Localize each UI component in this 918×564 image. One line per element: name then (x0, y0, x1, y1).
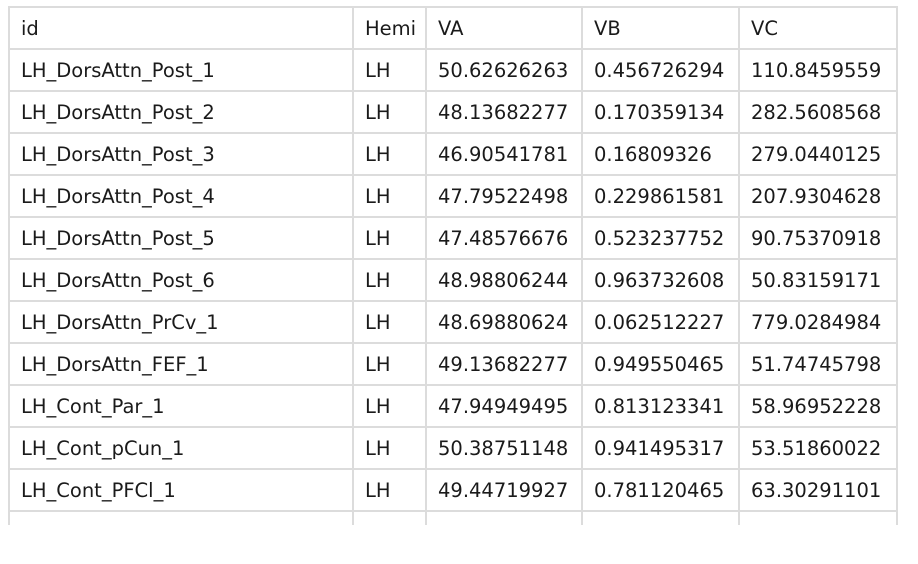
table-cell (581, 510, 740, 525)
table-row: LH_DorsAttn_Post_1 LH 50.62626263 0.4567262… (8, 48, 898, 92)
cell-hemi[interactable]: LH (352, 468, 427, 512)
table-row: LH_DorsAttn_Post_5 LH 47.48576676 0.5232377… (8, 216, 898, 260)
cell-vc[interactable]: 282.5608568 (738, 90, 898, 134)
table-body: LH_DorsAttn_Post_1 LH 50.62626263 0.4567262… (8, 48, 898, 525)
cell-id[interactable]: LH_DorsAttn_Post_3 (8, 132, 354, 176)
cell-va[interactable]: 48.13682277 (425, 90, 583, 134)
cell-vb[interactable]: 0.523237752 (581, 216, 740, 260)
column-header-hemi[interactable]: Hemi (352, 6, 427, 50)
cell-vc[interactable]: 110.8459559 (738, 48, 898, 92)
table-header-row: id Hemi VA VB VC (8, 6, 898, 50)
cell-hemi[interactable]: LH (352, 174, 427, 218)
cell-vc[interactable]: 63.30291101 (738, 468, 898, 512)
table-row: LH_DorsAttn_Post_2 LH 48.13682277 0.1703591… (8, 90, 898, 134)
cell-id[interactable]: LH_DorsAttn_Post_1 (8, 48, 354, 92)
cell-vb[interactable]: 0.781120465 (581, 468, 740, 512)
column-header-vc[interactable]: VC (738, 6, 898, 50)
cell-hemi[interactable]: LH (352, 258, 427, 302)
cell-id[interactable]: LH_DorsAttn_Post_4 (8, 174, 354, 218)
cell-vc[interactable]: 207.9304628 (738, 174, 898, 218)
cell-vb[interactable]: 0.16809326 (581, 132, 740, 176)
table-cell (352, 510, 427, 525)
cell-va[interactable]: 50.62626263 (425, 48, 583, 92)
cell-va[interactable]: 47.48576676 (425, 216, 583, 260)
cell-id[interactable]: LH_Cont_pCun_1 (8, 426, 354, 470)
cell-va[interactable]: 48.98806244 (425, 258, 583, 302)
table-cell (8, 510, 354, 525)
table-row: LH_DorsAttn_Post_3 LH 46.90541781 0.1680932… (8, 132, 898, 176)
cell-id[interactable]: LH_DorsAttn_PrCv_1 (8, 300, 354, 344)
cell-vc[interactable]: 51.74745798 (738, 342, 898, 386)
table-row: LH_DorsAttn_PrCv_1 LH 48.69880624 0.0625122… (8, 300, 898, 344)
cell-vb[interactable]: 0.456726294 (581, 48, 740, 92)
cell-va[interactable]: 49.13682277 (425, 342, 583, 386)
data-table-container: id Hemi VA VB VC LH_DorsAttn_Post_1 LH 50.… (8, 6, 898, 525)
cell-vc[interactable]: 50.83159171 (738, 258, 898, 302)
column-header-vb[interactable]: VB (581, 6, 740, 50)
table-row: LH_Cont_Par_1 LH 47.94949495 0.813123341 58.… (8, 384, 898, 428)
cell-vb[interactable]: 0.949550465 (581, 342, 740, 386)
cell-vb[interactable]: 0.170359134 (581, 90, 740, 134)
cell-id[interactable]: LH_DorsAttn_Post_5 (8, 216, 354, 260)
cell-vc[interactable]: 58.96952228 (738, 384, 898, 428)
cell-va[interactable]: 49.44719927 (425, 468, 583, 512)
cell-vb[interactable]: 0.963732608 (581, 258, 740, 302)
table-row: LH_DorsAttn_FEF_1 LH 49.13682277 0.94955046… (8, 342, 898, 386)
table-row-partial (8, 510, 898, 525)
cell-va[interactable]: 48.69880624 (425, 300, 583, 344)
cell-vc[interactable]: 90.75370918 (738, 216, 898, 260)
cell-vc[interactable]: 279.0440125 (738, 132, 898, 176)
cell-vc[interactable]: 53.51860022 (738, 426, 898, 470)
cell-hemi[interactable]: LH (352, 300, 427, 344)
data-table: id Hemi VA VB VC LH_DorsAttn_Post_1 LH 50.… (8, 6, 898, 525)
cell-hemi[interactable]: LH (352, 342, 427, 386)
cell-id[interactable]: LH_Cont_PFCl_1 (8, 468, 354, 512)
cell-vb[interactable]: 0.941495317 (581, 426, 740, 470)
cell-vb[interactable]: 0.229861581 (581, 174, 740, 218)
cell-va[interactable]: 50.38751148 (425, 426, 583, 470)
table-cell (425, 510, 583, 525)
column-header-id[interactable]: id (8, 6, 354, 50)
cell-vc[interactable]: 779.0284984 (738, 300, 898, 344)
cell-hemi[interactable]: LH (352, 216, 427, 260)
cell-hemi[interactable]: LH (352, 90, 427, 134)
cell-id[interactable]: LH_DorsAttn_Post_6 (8, 258, 354, 302)
cell-id[interactable]: LH_DorsAttn_Post_2 (8, 90, 354, 134)
cell-id[interactable]: LH_DorsAttn_FEF_1 (8, 342, 354, 386)
cell-hemi[interactable]: LH (352, 48, 427, 92)
cell-vb[interactable]: 0.813123341 (581, 384, 740, 428)
cell-vb[interactable]: 0.062512227 (581, 300, 740, 344)
table-row: LH_Cont_pCun_1 LH 50.38751148 0.941495317 53… (8, 426, 898, 470)
cell-hemi[interactable]: LH (352, 384, 427, 428)
table-cell (738, 510, 898, 525)
cell-id[interactable]: LH_Cont_Par_1 (8, 384, 354, 428)
cell-va[interactable]: 46.90541781 (425, 132, 583, 176)
cell-hemi[interactable]: LH (352, 132, 427, 176)
cell-va[interactable]: 47.79522498 (425, 174, 583, 218)
cell-va[interactable]: 47.94949495 (425, 384, 583, 428)
table-row: LH_DorsAttn_Post_4 LH 47.79522498 0.2298615… (8, 174, 898, 218)
table-row: LH_Cont_PFCl_1 LH 49.44719927 0.781120465 63… (8, 468, 898, 512)
column-header-va[interactable]: VA (425, 6, 583, 50)
table-row: LH_DorsAttn_Post_6 LH 48.98806244 0.9637326… (8, 258, 898, 302)
cell-hemi[interactable]: LH (352, 426, 427, 470)
